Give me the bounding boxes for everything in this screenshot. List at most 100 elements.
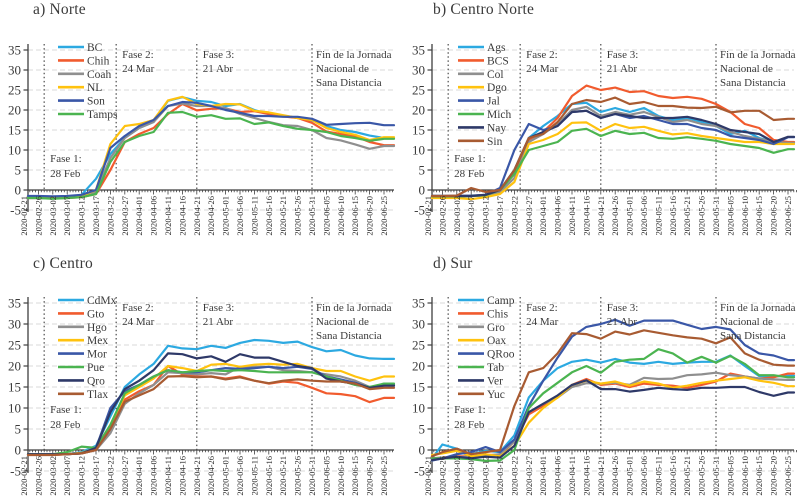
y-tick-label: 25 xyxy=(412,83,425,98)
annotation-fase-3: Fase 3: xyxy=(607,302,638,314)
y-tick-label: 0 xyxy=(15,183,22,198)
x-tick-label: 2020-05-01 xyxy=(625,456,635,496)
annotation-fase-1: Fase 1: xyxy=(454,404,485,416)
annotation-fin-jornada: Fin de la Jornada xyxy=(720,49,796,61)
x-ticks xyxy=(433,190,797,195)
x-tick-label: 2020-05-26 xyxy=(697,456,707,496)
y-tick-label: -5 xyxy=(414,464,425,479)
x-tick-label: 2020-04-06 xyxy=(553,456,563,496)
y-tick-label: 35 xyxy=(8,296,21,311)
chart-cell-norte: -5 0 5 10 15 20 25 30 35 2020-02-21 2020-02-26 2020… xyxy=(0,0,400,250)
x-tick-label: 2020-05-31 xyxy=(711,196,721,236)
x-tick-label: 2020-05-06 xyxy=(639,456,649,496)
x-tick-label: 2020-02-26 xyxy=(33,456,43,496)
x-tick-label: 2020-04-21 xyxy=(596,456,606,496)
x-tick-label: 2020-03-07 xyxy=(62,196,72,236)
legend-label-oax: Oax xyxy=(487,335,506,347)
x-ticks xyxy=(29,190,393,195)
x-tick-label: 2020-04-11 xyxy=(567,196,577,235)
x-tick-label: 2020-03-12 xyxy=(481,196,491,236)
y-tick-label: 15 xyxy=(412,380,425,395)
chart-title-norte: a) Norte xyxy=(33,1,86,18)
y-tick-label: 30 xyxy=(412,317,425,332)
x-tick-label: 2020-05-01 xyxy=(221,456,231,496)
chart-title-centro-norte: b) Centro Norte xyxy=(433,1,535,18)
x-tick-label: 2020-06-20 xyxy=(769,196,779,236)
y-tick-label: 15 xyxy=(8,123,21,138)
x-tick-label: 2020-05-11 xyxy=(653,456,663,495)
y-tick-label: 5 xyxy=(15,163,22,178)
legend-label-nay: Nay xyxy=(487,122,506,134)
chart-cell-centro: -5 0 5 10 15 20 25 30 35 2020-02-21 2020-02-26 2020… xyxy=(0,250,400,503)
x-tick-label: 2020-05-16 xyxy=(668,196,678,236)
legend-label-gro: Gro xyxy=(487,322,505,334)
x-tick-label: 2020-04-26 xyxy=(610,196,620,236)
annotation-fase-2: Fase 2: xyxy=(122,49,153,61)
legend-label-col: Col xyxy=(487,69,504,81)
series-line-bc xyxy=(26,96,396,200)
annotation-fase-1: Fase 1: xyxy=(454,153,485,165)
legend-label-ags: Ags xyxy=(487,42,506,54)
x-tick-label: 2020-05-26 xyxy=(697,196,707,236)
annotation-fin-jornada: Nacional de xyxy=(720,63,773,75)
series-line-dgo xyxy=(430,121,796,201)
annotation-fase-1: 28 Feb xyxy=(50,419,81,431)
annotation-fase-1: Fase 1: xyxy=(50,404,81,416)
annotation-fin-jornada: Nacional de xyxy=(316,316,369,328)
annotation-fase-2: Fase 2: xyxy=(526,49,557,61)
legend-label-qro: Qro xyxy=(87,375,105,387)
annotation-fase-3: Fase 3: xyxy=(607,49,638,61)
annotation-fase-1: 28 Feb xyxy=(50,168,81,180)
legend-label-chis: Chis xyxy=(487,308,509,320)
x-tick-label: 2020-05-06 xyxy=(235,456,245,496)
x-tick-label: 2020-04-26 xyxy=(206,456,216,496)
y-tick-label: 25 xyxy=(8,83,21,98)
x-tick-label: 2020-06-25 xyxy=(783,456,793,496)
legend-label-coah: Coah xyxy=(87,69,112,81)
x-tick-label: 2020-04-01 xyxy=(134,196,144,236)
annotation-fase-1: Fase 1: xyxy=(50,153,81,165)
x-tick-label: 2020-04-21 xyxy=(192,456,202,496)
y-tick-label: 10 xyxy=(412,143,425,158)
x-tick-label: 2020-06-25 xyxy=(379,196,389,236)
annotation-fase-3: 21 Abr xyxy=(203,63,234,75)
x-tick-label: 2020-04-16 xyxy=(177,456,187,496)
y-tick-label: 25 xyxy=(8,338,21,353)
x-tick-label: 2020-04-06 xyxy=(149,456,159,496)
x-tick-label: 2020-05-31 xyxy=(711,456,721,496)
x-tick-label: 2020-06-20 xyxy=(769,456,779,496)
x-tick-label: 2020-04-11 xyxy=(567,456,577,495)
y-tick-label: 10 xyxy=(8,401,21,416)
legend-label-ver: Ver xyxy=(487,375,503,387)
x-tick-label: 2020-05-31 xyxy=(307,456,317,496)
x-tick-label: 2020-02-21 xyxy=(423,196,433,236)
x-tick-label: 2020-06-15 xyxy=(754,196,764,236)
annotation-fin-jornada: Nacional de xyxy=(720,316,773,328)
line-chart-centro: -5 0 5 10 15 20 25 30 35 2020-02-21 2020-02-26 2020… xyxy=(8,295,396,496)
annotation-fin-jornada: Sana Distancia xyxy=(720,77,786,89)
y-tick-label: 15 xyxy=(8,380,21,395)
chart-title-sur: d) Sur xyxy=(433,255,473,272)
line-chart-sur: -5 0 5 10 15 20 25 30 35 2020-02-21 2020-02-26 2020… xyxy=(412,295,797,496)
annotation-fin-jornada: Sana Distancia xyxy=(316,330,382,342)
annotation-fase-2: Fase 2: xyxy=(122,302,153,314)
y-tick-label: 30 xyxy=(8,317,21,332)
annotation-fin-jornada: Fin de la Jornada xyxy=(316,49,392,61)
annotation-fase-3: Fase 3: xyxy=(203,49,234,61)
y-tick-label: 0 xyxy=(419,183,426,198)
x-tick-label: 2020-05-21 xyxy=(682,456,692,496)
x-tick-label: 2020-03-12 xyxy=(77,196,87,236)
x-tick-label: 2020-03-02 xyxy=(48,196,58,236)
y-tick-label: -5 xyxy=(414,203,425,218)
y-tick-label: 5 xyxy=(419,422,426,437)
series-line-nay xyxy=(430,109,796,198)
x-tick-label: 2020-05-16 xyxy=(668,456,678,496)
x-tick-label: 2020-04-01 xyxy=(134,456,144,496)
x-tick-label: 2020-03-22 xyxy=(105,456,115,496)
series-line-sin xyxy=(430,96,796,198)
x-tick-label: 2020-03-07 xyxy=(466,456,476,496)
annotation-fin-jornada: Sana Distancia xyxy=(316,77,382,89)
x-tick-label: 2020-06-05 xyxy=(321,196,331,236)
series-line-oax xyxy=(430,376,796,458)
x-tick-label: 2020-06-05 xyxy=(725,196,735,236)
